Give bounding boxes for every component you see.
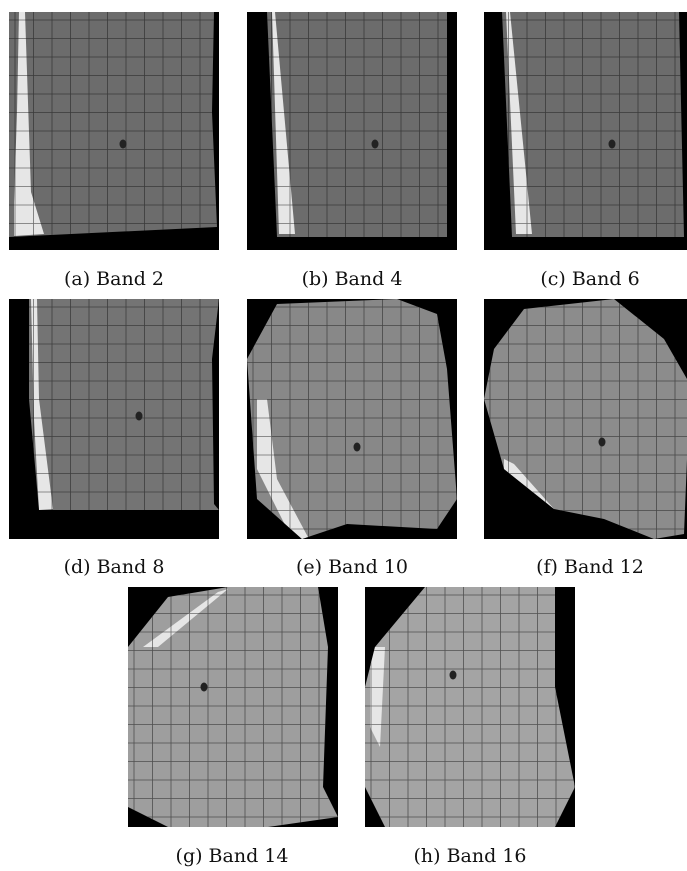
caption: (e) Band 10 <box>296 556 408 578</box>
specimen <box>365 587 575 827</box>
image-panel <box>247 299 457 539</box>
caption: (g) Band 14 <box>176 845 289 867</box>
caption: (f) Band 12 <box>536 556 644 578</box>
spot <box>120 140 127 149</box>
spot <box>136 412 143 421</box>
spot <box>609 140 616 149</box>
image-panel <box>484 12 687 250</box>
image-panel <box>9 299 219 539</box>
specimen <box>29 299 219 510</box>
spot <box>354 443 361 452</box>
spot <box>599 438 606 447</box>
specimen <box>9 12 217 237</box>
image-panel <box>247 12 457 250</box>
caption: (a) Band 2 <box>64 268 164 290</box>
spot <box>372 140 379 149</box>
spot <box>201 683 208 692</box>
caption: (b) Band 4 <box>302 268 403 290</box>
image-panel <box>9 12 219 250</box>
specimen <box>267 12 447 237</box>
caption: (c) Band 6 <box>540 268 639 290</box>
spot <box>450 671 457 680</box>
specimen <box>128 587 338 827</box>
image-panel <box>128 587 338 827</box>
caption: (h) Band 16 <box>413 845 526 867</box>
caption: (d) Band 8 <box>64 556 165 578</box>
figure: (a) Band 2 (b) Band 4 (c) Band 6 (d) Ban… <box>0 0 687 871</box>
image-panel <box>484 299 687 539</box>
image-panel <box>365 587 575 827</box>
